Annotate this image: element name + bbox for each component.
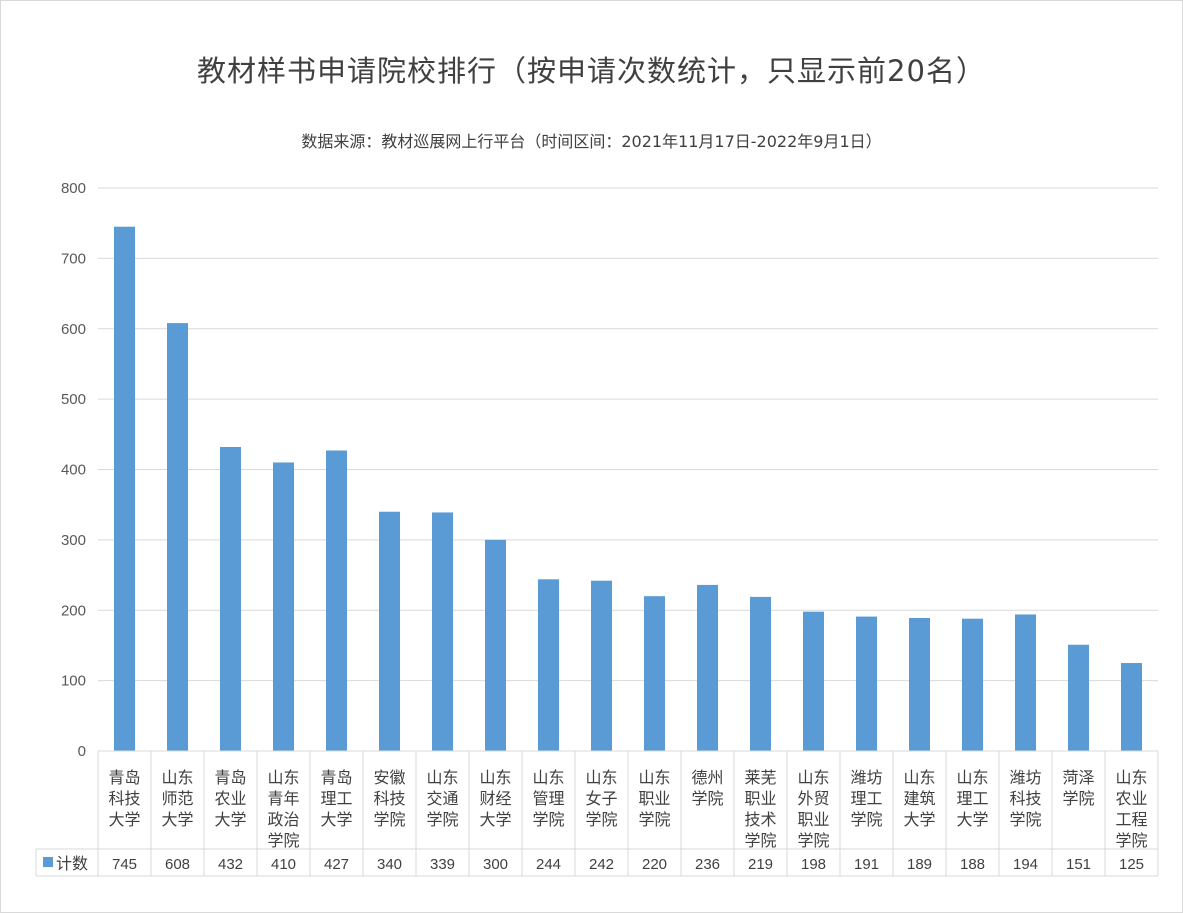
bar — [1015, 614, 1036, 751]
data-label: 189 — [907, 856, 932, 873]
category-label: 山东农业工程学院 — [1115, 768, 1147, 850]
category-label: 山东女子学院 — [585, 768, 617, 829]
category-label: 安徽科技学院 — [373, 768, 405, 829]
category-label: 山东财经大学 — [479, 768, 511, 829]
y-tick-label: 400 — [61, 462, 86, 479]
y-tick-label: 100 — [61, 673, 86, 690]
y-tick-label: 800 — [61, 180, 86, 197]
bar — [962, 618, 983, 751]
data-label: 236 — [695, 856, 720, 873]
chart-title: 教材样书申请院校排行（按申请次数统计，只显示前20名） — [197, 54, 986, 88]
bar — [220, 446, 241, 751]
category-label: 青岛理工大学 — [320, 768, 352, 829]
data-label: 194 — [1013, 856, 1038, 873]
data-label: 191 — [854, 856, 879, 873]
category-label: 山东青年政治学院 — [267, 768, 299, 850]
data-label: 125 — [1119, 856, 1144, 873]
category-label: 山东理工大学 — [956, 768, 988, 829]
data-label: 432 — [218, 856, 243, 873]
data-label: 339 — [430, 856, 455, 873]
data-label: 340 — [377, 856, 402, 873]
data-label: 188 — [960, 856, 985, 873]
y-tick-label: 200 — [61, 602, 86, 619]
bar — [432, 512, 453, 751]
category-label: 德州学院 — [691, 768, 723, 808]
legend-swatch — [43, 857, 53, 867]
bar — [750, 596, 771, 751]
bar — [697, 584, 718, 751]
data-label: 219 — [748, 856, 773, 873]
data-label: 410 — [271, 856, 296, 873]
category-label: 青岛科技大学 — [108, 768, 140, 829]
data-label: 745 — [112, 856, 137, 873]
data-label: 198 — [801, 856, 826, 873]
category-label: 青岛农业大学 — [214, 768, 246, 829]
bar — [379, 511, 400, 751]
data-label: 244 — [536, 856, 561, 873]
bar — [909, 617, 930, 751]
y-tick-label: 0 — [78, 743, 86, 760]
category-label: 山东建筑大学 — [903, 768, 935, 829]
category-label: 潍坊理工学院 — [850, 768, 882, 829]
chart-subtitle: 数据来源：教材巡展网上行平台（时间区间：2021年11月17日-2022年9月1… — [301, 132, 882, 151]
legend-label: 计数 — [56, 854, 88, 873]
bar — [856, 616, 877, 751]
bar — [114, 226, 135, 752]
bar — [1068, 644, 1089, 751]
category-label: 潍坊科技学院 — [1009, 768, 1041, 829]
bar — [326, 450, 347, 751]
y-tick-label: 500 — [61, 391, 86, 408]
category-label: 山东职业学院 — [638, 768, 670, 829]
bar — [644, 596, 665, 751]
bar — [167, 323, 188, 751]
data-label: 220 — [642, 856, 667, 873]
category-label: 山东师范大学 — [161, 768, 193, 829]
bar — [591, 580, 612, 751]
bar — [273, 462, 294, 751]
data-label: 242 — [589, 856, 614, 873]
y-tick-label: 700 — [61, 250, 86, 267]
category-label: 莱芜职业技术学院 — [744, 768, 776, 850]
bar — [803, 611, 824, 751]
category-label: 菏泽学院 — [1062, 768, 1094, 808]
data-label: 427 — [324, 856, 349, 873]
data-label: 608 — [165, 856, 190, 873]
y-tick-label: 300 — [61, 532, 86, 549]
bar — [485, 539, 506, 751]
bar — [538, 579, 559, 751]
bar — [1121, 663, 1142, 751]
y-tick-label: 600 — [61, 321, 86, 338]
category-label: 山东外贸职业学院 — [797, 768, 829, 850]
data-label: 300 — [483, 856, 508, 873]
category-label: 山东管理学院 — [532, 768, 564, 829]
data-label: 151 — [1066, 856, 1091, 873]
category-label: 山东交通学院 — [426, 768, 458, 829]
